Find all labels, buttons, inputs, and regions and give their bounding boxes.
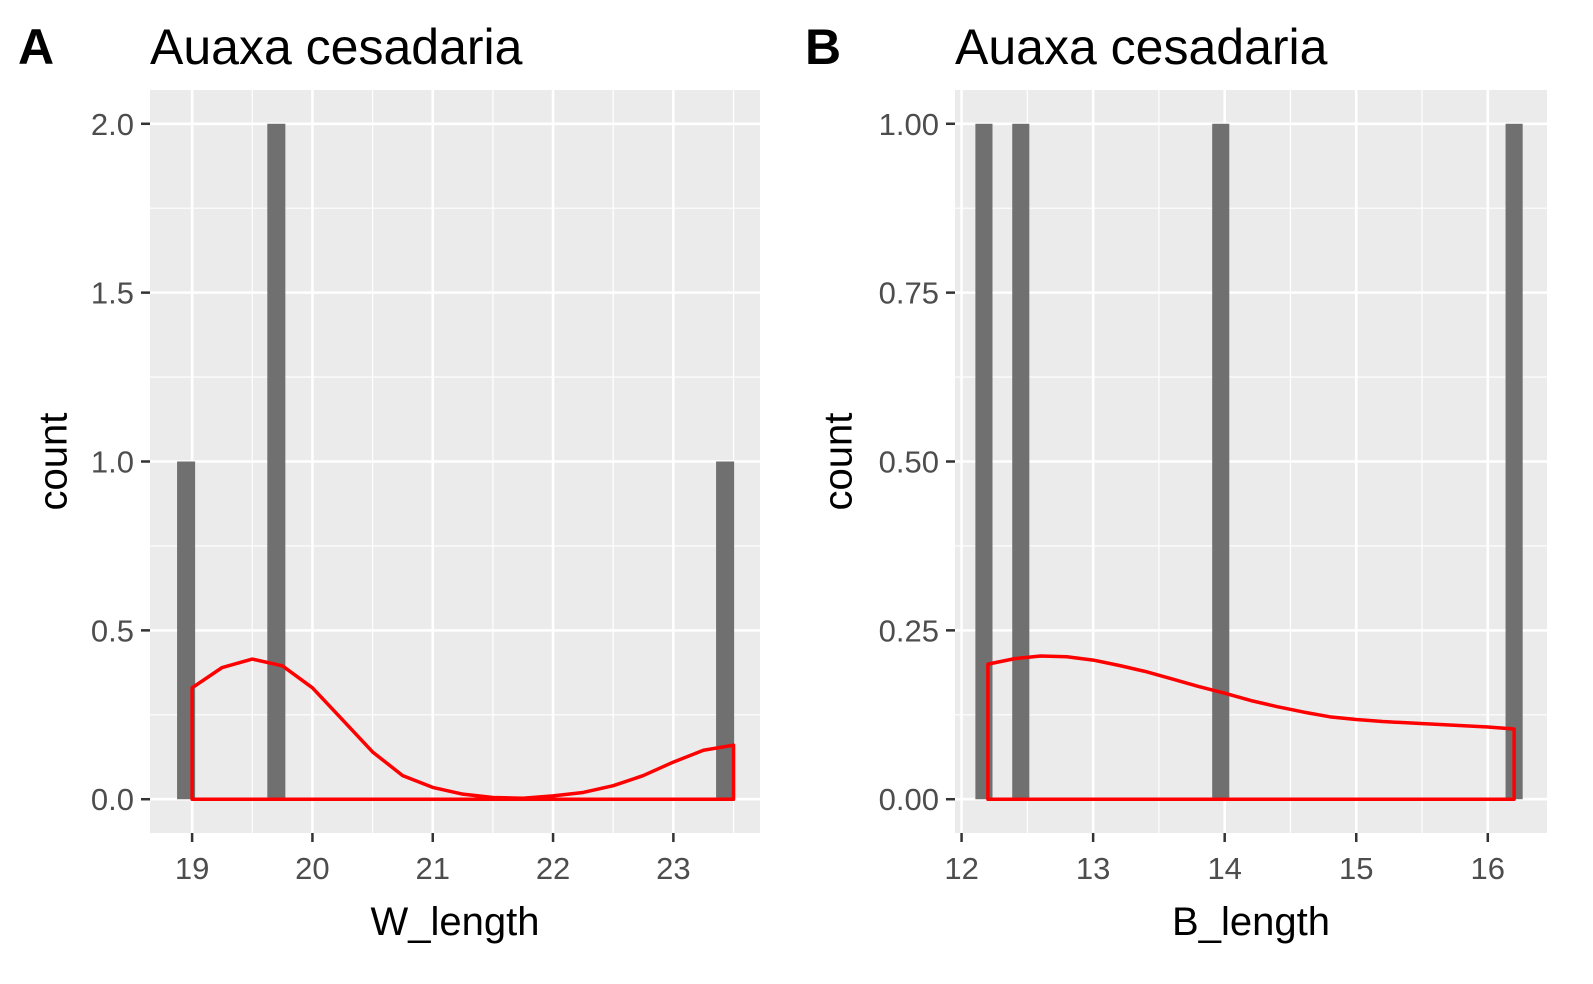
panel-b-bar	[1012, 123, 1030, 800]
panel-a-bar	[716, 461, 735, 800]
panel-b-y-tick-label: 0.25	[879, 613, 939, 648]
panel-b-x-tick-label: 16	[1471, 851, 1505, 886]
panel-b-x-tick-label: 12	[944, 851, 978, 886]
panel-a-y-tick-label: 0.5	[91, 613, 134, 648]
panel-b-bar	[975, 123, 993, 800]
panel-b-bar	[1505, 123, 1523, 800]
panel-a-density-curve	[190, 657, 736, 801]
panel-b-density-curve	[986, 654, 1516, 801]
panel-b: B Auaxa cesadaria 12 13 14 15 16 0.00 0.25 0.5…	[805, 19, 1547, 944]
panel-a-y-axis-label: count	[32, 413, 76, 511]
panel-a-density	[190, 657, 736, 801]
panel-a-y-tick-label: 1.0	[91, 445, 134, 480]
panel-a-x-tick-label: 23	[656, 851, 690, 886]
panel-a-title: Auaxa cesadaria	[150, 19, 523, 75]
panel-a-y-tick-label: 2.0	[91, 107, 134, 142]
panel-a-x-tick-label: 22	[536, 851, 570, 886]
panel-a-x-axis-label: W_length	[371, 900, 540, 944]
panel-a-x-axis: 19 20 21 22 23	[175, 833, 691, 886]
panel-a-x-tick-label: 21	[415, 851, 449, 886]
panel-b-tag: B	[805, 19, 841, 75]
panel-a-x-tick-label: 20	[295, 851, 329, 886]
panel-a: A Auaxa cesadaria 19 20 21 22 23 0.0 0.5 1.0 1.…	[18, 19, 760, 944]
panel-a-y-tick-label: 1.5	[91, 276, 134, 311]
panel-b-y-tick-label: 0.75	[879, 276, 939, 311]
panel-b-density	[986, 654, 1516, 801]
panel-a-bars	[177, 123, 735, 800]
panel-a-tag: A	[18, 19, 54, 75]
panel-b-y-axis-label: count	[817, 413, 861, 511]
panel-b-x-axis-label: B_length	[1172, 900, 1330, 944]
panel-b-bar	[1212, 123, 1230, 800]
panel-a-y-tick-label: 0.0	[91, 782, 134, 817]
panel-a-y-axis: 0.0 0.5 1.0 1.5 2.0	[91, 107, 150, 817]
panel-b-title: Auaxa cesadaria	[955, 19, 1328, 75]
panel-b-y-tick-label: 0.50	[879, 445, 939, 480]
panel-b-x-axis: 12 13 14 15 16	[944, 833, 1505, 886]
panel-b-bars	[975, 123, 1523, 800]
panel-a-bar	[267, 123, 286, 800]
panel-b-x-tick-label: 14	[1207, 851, 1241, 886]
panel-b-y-tick-label: 0.00	[879, 782, 939, 817]
panel-b-x-tick-label: 15	[1339, 851, 1373, 886]
panel-b-y-axis: 0.00 0.25 0.50 0.75 1.00	[879, 107, 955, 817]
panel-a-x-tick-label: 19	[175, 851, 209, 886]
panel-b-y-tick-label: 1.00	[879, 107, 939, 142]
panel-b-x-tick-label: 13	[1076, 851, 1110, 886]
